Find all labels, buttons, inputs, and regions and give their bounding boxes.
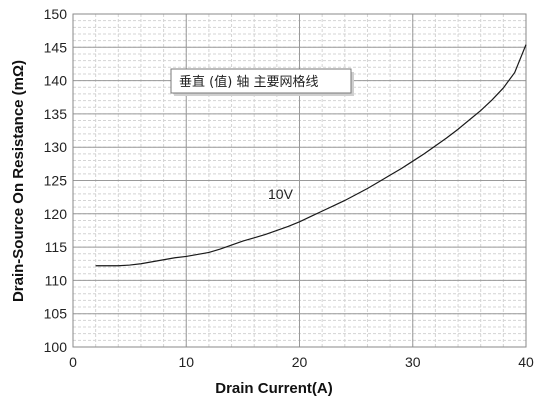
- data-point: [389, 174, 392, 177]
- y-tick-label: 105: [44, 306, 68, 322]
- data-point: [298, 220, 301, 223]
- series-line-10v[interactable]: [95, 44, 527, 267]
- data-point: [355, 193, 358, 196]
- x-tick-label: 30: [405, 354, 421, 370]
- x-axis-title: Drain Current(A): [215, 380, 333, 397]
- plot-area-frame: [72, 13, 527, 348]
- data-point: [219, 248, 222, 251]
- data-point: [321, 210, 324, 213]
- data-point: [117, 264, 120, 267]
- y-tick-label: 145: [44, 39, 68, 55]
- x-tick-label: 20: [292, 354, 308, 370]
- data-point: [105, 264, 108, 267]
- data-point: [309, 215, 312, 218]
- data-point: [457, 128, 460, 131]
- y-tick-label: 130: [44, 139, 68, 155]
- y-tick-label: 135: [44, 106, 68, 122]
- data-point: [525, 43, 528, 46]
- y-tick-label: 100: [44, 339, 68, 355]
- data-point: [400, 167, 403, 170]
- y-tick-label: 110: [45, 272, 68, 288]
- data-point: [139, 262, 142, 265]
- data-point: [128, 264, 131, 267]
- data-point: [377, 180, 380, 183]
- data-point: [513, 71, 516, 74]
- data-point: [343, 199, 346, 202]
- data-point: [366, 187, 369, 190]
- data-point: [468, 118, 471, 121]
- y-tick-label: 140: [44, 73, 68, 89]
- y-tick-label: 120: [44, 206, 68, 222]
- x-tick-label: 10: [178, 354, 194, 370]
- series-label-10v: 10V: [268, 186, 294, 202]
- data-point: [502, 86, 505, 89]
- data-point: [411, 160, 414, 163]
- y-tick-label: 125: [44, 173, 68, 189]
- data-point: [162, 258, 165, 261]
- major-gridlines: [72, 13, 527, 348]
- y-axis-tick-labels: 100 105 110 115 120 125 130 135 140 145 150: [44, 6, 68, 355]
- data-point: [445, 136, 448, 139]
- data-point: [241, 240, 244, 243]
- data-point: [196, 253, 199, 256]
- tooltip-text: 垂直 (值) 轴 主要网格线: [179, 74, 319, 90]
- data-point: [479, 109, 482, 112]
- gridline-tooltip: 垂直 (值) 轴 主要网格线: [170, 68, 354, 96]
- data-point: [491, 98, 494, 101]
- x-tick-label: 0: [69, 354, 77, 370]
- data-point: [275, 229, 278, 232]
- data-point: [185, 255, 188, 258]
- data-point: [230, 244, 233, 247]
- y-tick-label: 150: [44, 6, 68, 22]
- data-point: [253, 236, 256, 239]
- data-point: [264, 233, 267, 236]
- data-point: [207, 251, 210, 254]
- y-tick-label: 115: [45, 239, 68, 255]
- data-point: [332, 204, 335, 207]
- data-point: [94, 264, 97, 267]
- x-tick-label: 40: [518, 354, 534, 370]
- data-point: [423, 152, 426, 155]
- data-point: [434, 144, 437, 147]
- data-point: [173, 256, 176, 259]
- data-point: [287, 225, 290, 228]
- data-point: [151, 260, 154, 263]
- x-axis-tick-labels: 0 10 20 30 40: [69, 354, 534, 370]
- y-axis-title: Drain-Source On Resistance (mΩ): [10, 60, 27, 302]
